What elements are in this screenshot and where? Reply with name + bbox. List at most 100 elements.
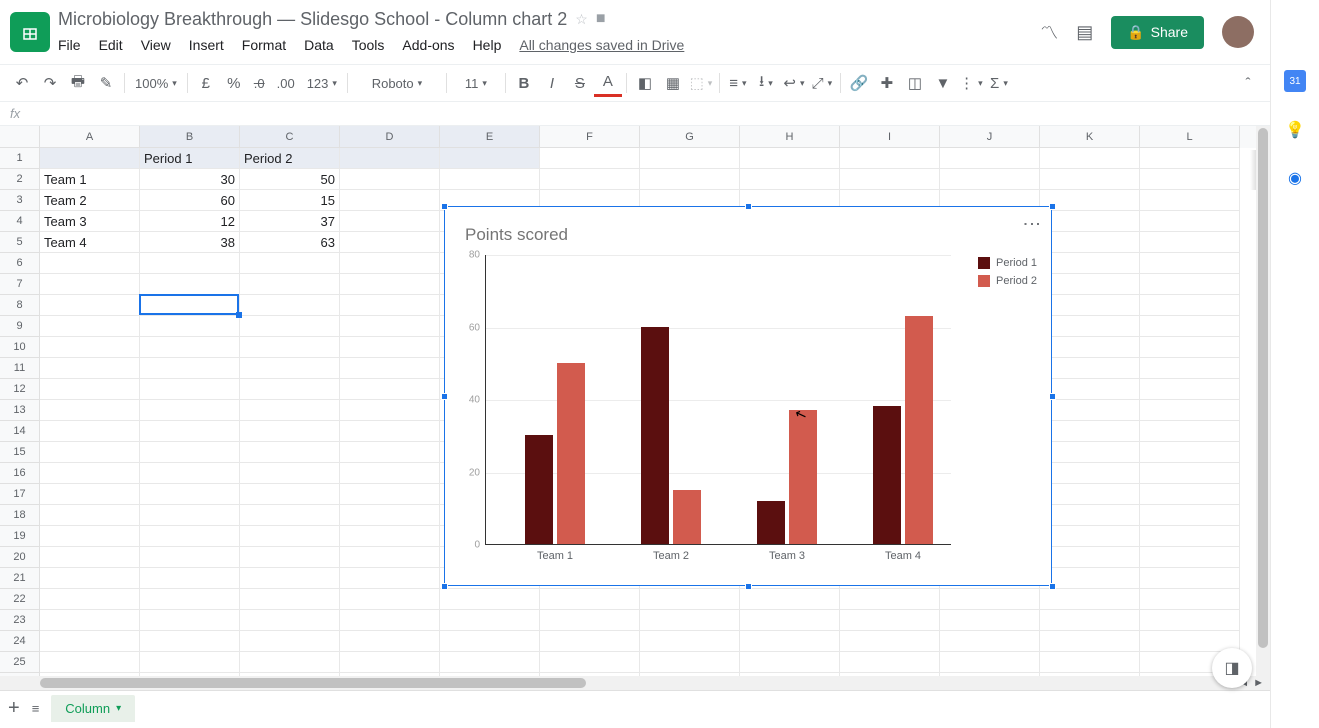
- text-color-button[interactable]: A: [594, 69, 622, 97]
- cell-L13[interactable]: [1140, 400, 1240, 421]
- cell-J24[interactable]: [940, 631, 1040, 652]
- redo-button[interactable]: ↷: [36, 69, 64, 97]
- cell-A22[interactable]: [40, 589, 140, 610]
- cell-D21[interactable]: [340, 568, 440, 589]
- cell-A11[interactable]: [40, 358, 140, 379]
- cell-I1[interactable]: [840, 148, 940, 169]
- decrease-decimal-button[interactable]: .0: [248, 69, 271, 97]
- chart-resize-handle[interactable]: [1049, 393, 1056, 400]
- cell-B10[interactable]: [140, 337, 240, 358]
- cell-B20[interactable]: [140, 547, 240, 568]
- cell-H25[interactable]: [740, 652, 840, 673]
- cell-D6[interactable]: [340, 253, 440, 274]
- cell-L16[interactable]: [1140, 463, 1240, 484]
- cell-K24[interactable]: [1040, 631, 1140, 652]
- row-header-21[interactable]: 21: [0, 568, 40, 589]
- cell-L23[interactable]: [1140, 610, 1240, 631]
- cell-B7[interactable]: [140, 274, 240, 295]
- cell-C16[interactable]: [240, 463, 340, 484]
- cell-L18[interactable]: [1140, 505, 1240, 526]
- cell-L8[interactable]: [1140, 295, 1240, 316]
- row-header-16[interactable]: 16: [0, 463, 40, 484]
- cell-D13[interactable]: [340, 400, 440, 421]
- font-select[interactable]: Roboto: [352, 69, 442, 97]
- sheets-logo-icon[interactable]: [10, 12, 50, 52]
- cell-A12[interactable]: [40, 379, 140, 400]
- cell-D24[interactable]: [340, 631, 440, 652]
- chart-resize-handle[interactable]: [441, 583, 448, 590]
- cell-F25[interactable]: [540, 652, 640, 673]
- rotate-button[interactable]: ⤢: [808, 69, 836, 97]
- row-header-5[interactable]: 5: [0, 232, 40, 253]
- cell-L9[interactable]: [1140, 316, 1240, 337]
- cell-F22[interactable]: [540, 589, 640, 610]
- cell-K10[interactable]: [1040, 337, 1140, 358]
- cell-L10[interactable]: [1140, 337, 1240, 358]
- cell-L2[interactable]: [1140, 169, 1240, 190]
- filter-button[interactable]: ▼: [929, 69, 957, 97]
- cell-C22[interactable]: [240, 589, 340, 610]
- cell-G22[interactable]: [640, 589, 740, 610]
- cell-E26[interactable]: [440, 673, 540, 676]
- row-header-8[interactable]: 8: [0, 295, 40, 316]
- cell-I26[interactable]: [840, 673, 940, 676]
- cell-I22[interactable]: [840, 589, 940, 610]
- cell-C12[interactable]: [240, 379, 340, 400]
- col-header-D[interactable]: D: [340, 126, 440, 148]
- cell-A15[interactable]: [40, 442, 140, 463]
- borders-button[interactable]: ▦: [659, 69, 687, 97]
- cell-F2[interactable]: [540, 169, 640, 190]
- col-header-J[interactable]: J: [940, 126, 1040, 148]
- cell-C3[interactable]: 15: [240, 190, 340, 211]
- col-header-G[interactable]: G: [640, 126, 740, 148]
- cell-E1[interactable]: [440, 148, 540, 169]
- cell-J26[interactable]: [940, 673, 1040, 676]
- cell-B26[interactable]: [140, 673, 240, 676]
- cell-D25[interactable]: [340, 652, 440, 673]
- select-all-corner[interactable]: [0, 126, 40, 148]
- cell-G23[interactable]: [640, 610, 740, 631]
- row-header-11[interactable]: 11: [0, 358, 40, 379]
- cell-A25[interactable]: [40, 652, 140, 673]
- cell-J2[interactable]: [940, 169, 1040, 190]
- row-header-3[interactable]: 3: [0, 190, 40, 211]
- spreadsheet-grid[interactable]: ABCDEFGHIJKL 1Period 1Period 22Team 1305…: [0, 126, 1270, 676]
- cell-A14[interactable]: [40, 421, 140, 442]
- row-header-2[interactable]: 2: [0, 169, 40, 190]
- cell-L20[interactable]: [1140, 547, 1240, 568]
- cell-B18[interactable]: [140, 505, 240, 526]
- cell-A4[interactable]: Team 3: [40, 211, 140, 232]
- cell-C8[interactable]: [240, 295, 340, 316]
- print-button[interactable]: 🖶: [64, 69, 92, 97]
- cell-B25[interactable]: [140, 652, 240, 673]
- cell-K15[interactable]: [1040, 442, 1140, 463]
- cell-K22[interactable]: [1040, 589, 1140, 610]
- cell-C13[interactable]: [240, 400, 340, 421]
- cell-B8[interactable]: [140, 295, 240, 316]
- cell-F26[interactable]: [540, 673, 640, 676]
- cell-C25[interactable]: [240, 652, 340, 673]
- strike-button[interactable]: S: [566, 69, 594, 97]
- cell-C10[interactable]: [240, 337, 340, 358]
- cell-C26[interactable]: [240, 673, 340, 676]
- cell-G1[interactable]: [640, 148, 740, 169]
- paint-format-button[interactable]: ✎: [92, 69, 120, 97]
- cell-A24[interactable]: [40, 631, 140, 652]
- cell-K20[interactable]: [1040, 547, 1140, 568]
- trend-icon[interactable]: 〽: [1040, 19, 1058, 45]
- cell-K1[interactable]: [1040, 148, 1140, 169]
- chart-resize-handle[interactable]: [1049, 203, 1056, 210]
- chart-resize-handle[interactable]: [1049, 583, 1056, 590]
- cell-A16[interactable]: [40, 463, 140, 484]
- cell-C4[interactable]: 37: [240, 211, 340, 232]
- cell-D4[interactable]: [340, 211, 440, 232]
- cell-A10[interactable]: [40, 337, 140, 358]
- cell-D18[interactable]: [340, 505, 440, 526]
- cell-B9[interactable]: [140, 316, 240, 337]
- menu-tools[interactable]: Tools: [352, 37, 385, 53]
- filter-views-button[interactable]: ⋮: [957, 69, 985, 97]
- cell-D19[interactable]: [340, 526, 440, 547]
- cell-L1[interactable]: [1140, 148, 1240, 169]
- cell-L17[interactable]: [1140, 484, 1240, 505]
- col-header-K[interactable]: K: [1040, 126, 1140, 148]
